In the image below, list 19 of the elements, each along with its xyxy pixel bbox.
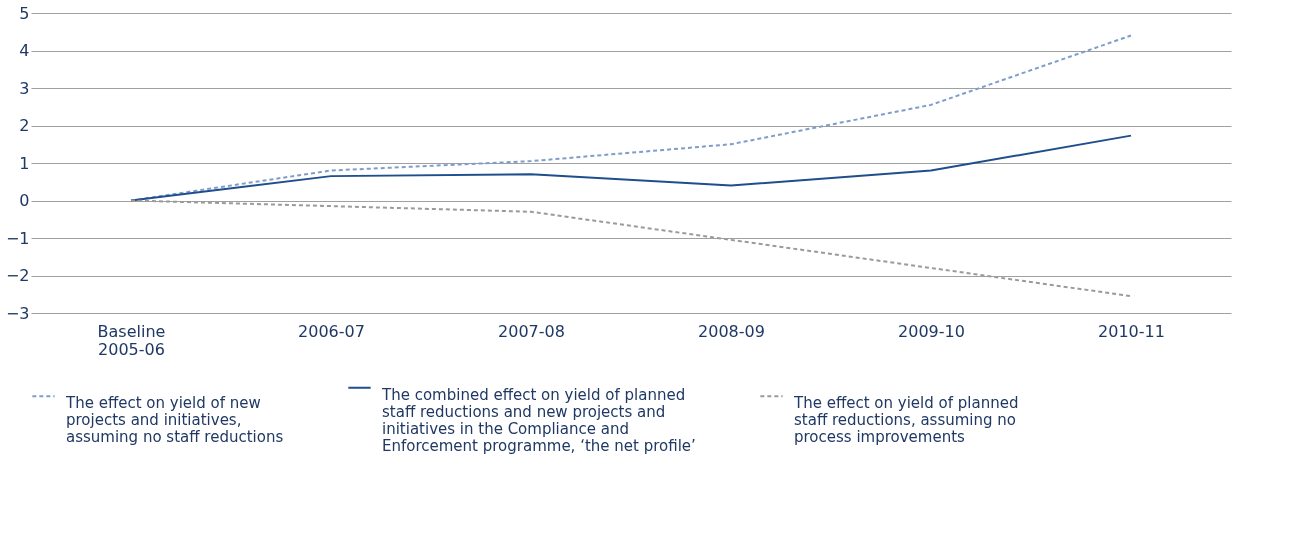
x-tick-label: 2007-08	[498, 321, 565, 341]
x-tick-label: Baseline 2005-06	[97, 321, 166, 359]
y-tick-label: −3	[5, 303, 30, 323]
y-tick-label: 3	[19, 78, 30, 98]
x-tick-label: 2010-11	[1098, 321, 1165, 341]
line-series	[130, 134, 1132, 202]
x-tick-label: 2006-07	[298, 321, 365, 341]
y-tick-label: 4	[19, 41, 30, 60]
x-tick-label: 2008-09	[698, 321, 765, 341]
y-tick-label: 5	[19, 3, 30, 23]
y-tick-label: −2	[5, 266, 30, 285]
y-tick-label: 1	[19, 153, 30, 173]
y-tick-label: 2	[19, 116, 30, 135]
y-tick-label: −1	[5, 228, 30, 248]
x-tick-label: 2009-10	[898, 321, 965, 341]
legend-label: The combined effect on yield of planned staff reductions and new projects and initiatives in the Compliance and Enforcement programme, ‘the net profile’	[381, 385, 696, 455]
y-tick-label: 0	[19, 191, 30, 210]
legend-label: The effect on yield of planned staff reductions, assuming no process improvements	[793, 394, 1019, 447]
legend-label: The effect on yield of new projects and initiatives, assuming no staff reductions	[65, 394, 284, 447]
